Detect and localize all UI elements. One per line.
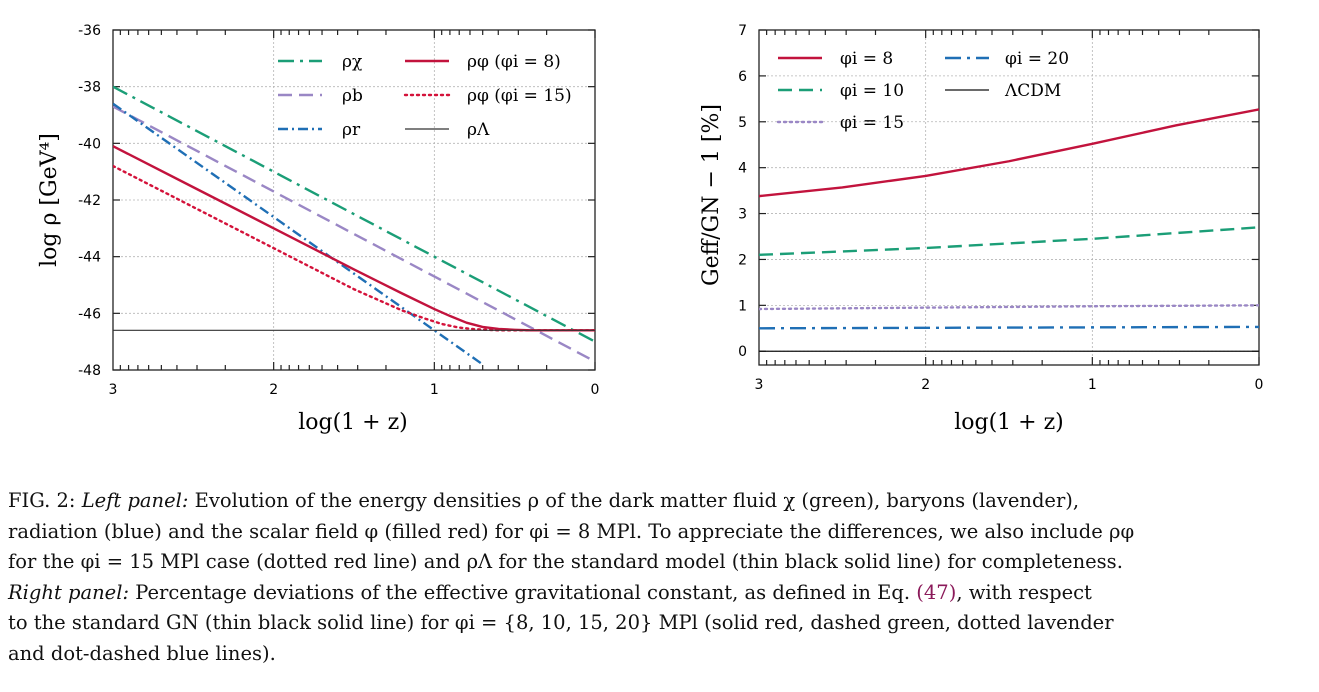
right-y-tick-label: 4: [738, 161, 747, 177]
left-y-tick-label: -36: [78, 23, 101, 39]
left-legend-label: ρφ (φi = 8): [467, 52, 561, 72]
right-legend-label: φi = 15: [840, 113, 904, 133]
caption-left-text: Evolution of the energy densities ρ of t…: [194, 489, 1080, 512]
right-x-tick-label: 2: [921, 377, 930, 393]
right-y-tick-label: 7: [738, 23, 747, 39]
right-legend: φi = 8 φi = 10 φi = 15 φi = 20 ΛCDM: [776, 49, 1069, 133]
right-series-line: [759, 108, 1259, 198]
left-series-line: [113, 85, 595, 343]
left-y-axis-label: log ρ [GeV⁴]: [37, 133, 62, 267]
left-y-tick-label: -46: [78, 306, 101, 322]
caption-right-text-end: , with respect: [956, 580, 1092, 604]
right-y-axis-label: Geff/GN − 1 [%]: [699, 104, 724, 286]
right-x-axis-label: log(1 + z): [954, 410, 1064, 435]
left-y-tick-label: -44: [78, 250, 101, 266]
left-series-line: [113, 105, 595, 363]
caption-line-5: to the standard GN (thin black solid lin…: [8, 611, 1114, 634]
left-y-tick-label: -40: [78, 136, 101, 152]
left-legend-label: ρφ (φi = 15): [467, 86, 572, 106]
right-x-tick-label: 0: [1255, 377, 1264, 393]
right-x-tick-label: 1: [1088, 377, 1097, 393]
left-x-axis-label: log(1 + z): [298, 410, 408, 435]
right-series: [759, 108, 1259, 352]
right-y-tick-label: 3: [738, 207, 747, 223]
right-series-line: [759, 325, 1259, 330]
right-legend-label: ΛCDM: [1004, 81, 1061, 101]
left-x-tick-label: 3: [109, 382, 118, 398]
left-legend-label: ρΛ: [467, 120, 490, 140]
left-tick-labels: 3 2 1 0 -36 -38 -40 -42 -44 -46 -48: [78, 23, 599, 398]
left-series-line: [113, 102, 484, 366]
left-series: [113, 85, 595, 366]
right-y-tick-label: 6: [738, 69, 747, 85]
left-series-line: [113, 164, 595, 332]
left-grid: [113, 29, 596, 371]
caption-right-panel-label: Right panel:: [8, 580, 130, 604]
caption-line-2: radiation (blue) and the scalar field φ …: [8, 519, 1135, 543]
left-legend-label: ρr: [342, 120, 361, 140]
left-y-tick-label: -42: [78, 193, 101, 209]
right-x-tick-label: 3: [755, 377, 764, 393]
left-x-tick-label: 2: [269, 382, 278, 398]
left-panel: 3 2 1 0 -36 -38 -40 -42 -44 -46 -48 ρχ ρb ρr ρφ (φi =…: [37, 23, 599, 435]
left-y-tick-label: -38: [78, 80, 101, 96]
left-legend-label: ρb: [342, 86, 363, 106]
left-legend-label: ρχ: [342, 52, 362, 72]
right-legend-label: φi = 10: [840, 81, 904, 101]
caption-left-panel-label: Left panel:: [81, 489, 189, 512]
right-series-line: [759, 304, 1259, 311]
equation-reference-link[interactable]: (47): [916, 580, 957, 604]
right-tick-labels: 3 2 1 0 7 6 5 4 3 2 1 0: [738, 23, 1263, 393]
figure-caption: FIG. 2: Left panel: Evolution of the ene…: [8, 486, 1298, 669]
figure-plots: 3 2 1 0 -36 -38 -40 -42 -44 -46 -48 ρχ ρb ρr ρφ (φi =…: [37, 23, 1263, 435]
left-x-tick-label: 1: [430, 382, 439, 398]
right-panel: 3 2 1 0 7 6 5 4 3 2 1 0 φi = 8 φi = 10 φi = 15 φi = 20…: [699, 23, 1263, 435]
caption-line-3: for the φi = 15 MPl case (dotted red lin…: [8, 550, 1123, 573]
left-legend: ρχ ρb ρr ρφ (φi = 8) ρφ (φi = 15) ρΛ: [278, 52, 572, 140]
right-y-tick-label: 0: [738, 344, 747, 360]
left-x-tick-label: 0: [591, 382, 600, 398]
left-y-tick-label: -48: [78, 363, 101, 379]
caption-line-6: and dot-dashed blue lines).: [8, 641, 276, 665]
right-y-tick-label: 2: [738, 252, 747, 268]
right-y-tick-label: 5: [738, 115, 747, 131]
right-legend-label: φi = 20: [1005, 49, 1069, 69]
caption-label: FIG. 2:: [8, 489, 76, 512]
right-legend-label: φi = 8: [840, 49, 893, 69]
right-y-tick-label: 1: [738, 298, 747, 314]
caption-right-text: Percentage deviations of the effective g…: [135, 580, 911, 604]
caption-line-1: FIG. 2: Left panel: Evolution of the ene…: [8, 486, 1298, 517]
caption-line-4: Right panel: Percentage deviations of th…: [8, 578, 1298, 609]
